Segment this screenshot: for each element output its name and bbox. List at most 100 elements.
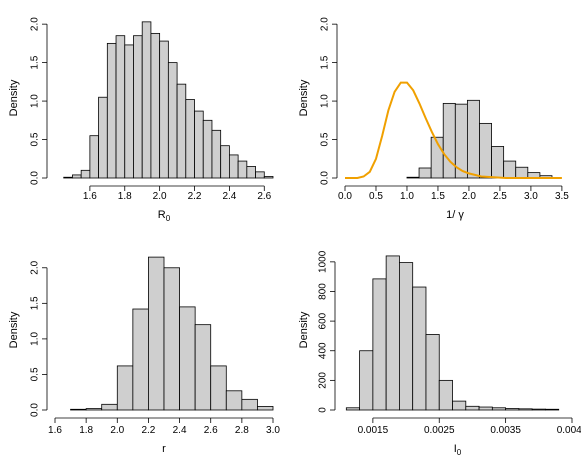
histogram-bar bbox=[257, 406, 274, 411]
x-tick-label: 2.6 bbox=[257, 191, 271, 202]
histogram-bar bbox=[263, 176, 274, 179]
x-tick-label: 2.4 bbox=[173, 425, 187, 436]
histogram-bar bbox=[98, 96, 108, 179]
chart-panel-1: 1.6 1.8 2.0 2.2 2.4 2.6 0.0 0.5 1.0 1.5 2.0 Density… bbox=[8, 17, 274, 223]
histogram-bar bbox=[220, 145, 230, 179]
y-tick-label: 2.0 bbox=[30, 17, 41, 31]
histogram-bar bbox=[70, 408, 87, 411]
histogram-bar bbox=[505, 408, 520, 411]
y-axis: 0.0 0.5 1.0 1.5 2.0 bbox=[30, 260, 48, 417]
chart-panel-4: 0.0015 0.0025 0.0035 0.0045 0 200 400 600 800 100… bbox=[298, 250, 581, 457]
histogram-bar bbox=[385, 255, 400, 411]
histogram-bar bbox=[531, 408, 546, 411]
histogram-bar bbox=[466, 99, 480, 179]
histogram-bars bbox=[63, 21, 274, 179]
histogram-bar bbox=[167, 62, 178, 179]
histogram-bars bbox=[345, 255, 560, 411]
histogram-bar bbox=[491, 407, 507, 411]
histogram-bar bbox=[115, 35, 126, 179]
histogram-bar bbox=[163, 267, 180, 411]
histogram-bar bbox=[72, 174, 82, 179]
y-tick-label: 2.0 bbox=[320, 17, 331, 31]
x-axis-label: I0 bbox=[454, 443, 462, 457]
x-tick-label: 1.8 bbox=[118, 191, 132, 202]
chart-panel-3: 1.6 1.8 2.0 2.2 2.4 2.6 2.8 3.0 0.0 0.5 1.0 1.5 2.0 D… bbox=[8, 256, 280, 455]
x-axis-label: 1/ γ bbox=[446, 209, 464, 221]
histogram-bar bbox=[150, 32, 161, 179]
x-tick-label: 3.5 bbox=[555, 191, 569, 202]
histogram-bar bbox=[202, 119, 213, 179]
y-axis: 0.0 0.5 1.0 1.5 2.0 bbox=[320, 17, 338, 185]
x-tick-label: 0.5 bbox=[369, 191, 383, 202]
histogram-bar bbox=[225, 390, 243, 411]
histogram-bar bbox=[185, 99, 195, 179]
y-tick-label: 1.0 bbox=[30, 332, 41, 346]
histogram-bar bbox=[518, 408, 533, 411]
y-tick-label: 400 bbox=[318, 342, 329, 359]
x-axis: 0.0015 0.0025 0.0035 0.0045 bbox=[358, 417, 581, 436]
y-tick-label: 0.0 bbox=[320, 171, 331, 185]
x-tick-label: 0.0015 bbox=[358, 425, 389, 436]
x-tick-label: 3.0 bbox=[524, 191, 538, 202]
y-tick-label: 0 bbox=[318, 407, 329, 413]
histogram-bar bbox=[63, 176, 73, 179]
x-tick-label: 3.0 bbox=[266, 425, 280, 436]
histogram-bar bbox=[359, 350, 374, 411]
histogram-bar bbox=[412, 286, 427, 411]
histogram-bar bbox=[237, 160, 248, 179]
histogram-bar bbox=[255, 171, 265, 179]
histogram-bar bbox=[399, 262, 414, 411]
histogram-bar bbox=[148, 256, 165, 411]
y-tick-label: 800 bbox=[318, 283, 329, 300]
histogram-bar bbox=[478, 406, 493, 411]
chart-panel-2: 0.0 0.5 1.0 1.5 2.0 2.5 3.0 3.5 0.0 0.5 1.0 1.5 2.0 D… bbox=[298, 17, 569, 221]
x-tick-label: 1.6 bbox=[48, 425, 62, 436]
histogram-bar bbox=[141, 21, 152, 179]
y-tick-label: 1.0 bbox=[320, 94, 331, 108]
histogram-bar bbox=[452, 400, 467, 411]
histogram-bar bbox=[194, 324, 212, 411]
histogram-bar bbox=[211, 129, 222, 179]
x-axis-label-subscript: 0 bbox=[166, 214, 171, 223]
x-tick-label: 2.2 bbox=[141, 425, 155, 436]
x-tick-label: 2.5 bbox=[493, 191, 507, 202]
histogram-bar bbox=[545, 408, 560, 411]
histogram-bar bbox=[503, 160, 517, 179]
histogram-bar bbox=[194, 110, 204, 179]
histogram-bar bbox=[80, 169, 91, 179]
histogram-bar bbox=[176, 83, 187, 179]
y-axis-label: Density bbox=[298, 311, 310, 348]
y-axis-label: Density bbox=[8, 311, 20, 348]
y-tick-label: 0.5 bbox=[320, 132, 331, 146]
histogram-bar bbox=[418, 167, 432, 179]
y-axis-label: Density bbox=[298, 79, 310, 116]
histogram-bar bbox=[406, 176, 420, 179]
y-tick-label: 1.5 bbox=[30, 55, 41, 69]
histogram-bar bbox=[89, 135, 99, 179]
histogram-bar bbox=[106, 42, 117, 179]
x-axis-label: r bbox=[162, 443, 166, 455]
y-tick-label: 0.0 bbox=[30, 171, 41, 185]
histogram-bar bbox=[345, 407, 360, 411]
histogram-bar bbox=[210, 365, 227, 411]
x-tick-label: 1.6 bbox=[83, 191, 97, 202]
histogram-bar bbox=[133, 35, 143, 179]
x-axis-label: R0 bbox=[158, 209, 171, 223]
y-tick-label: 1.0 bbox=[30, 94, 41, 108]
histogram-bars bbox=[70, 256, 274, 411]
histogram-bar bbox=[228, 154, 239, 179]
y-axis-label: Density bbox=[8, 79, 20, 116]
y-tick-label: 1000 bbox=[318, 250, 329, 273]
y-tick-label: 0.5 bbox=[30, 132, 41, 146]
histogram-bar bbox=[124, 44, 134, 179]
histogram-bar bbox=[479, 122, 492, 179]
x-tick-label: 2.8 bbox=[235, 425, 249, 436]
x-tick-label: 0.0035 bbox=[490, 425, 521, 436]
histogram-bar bbox=[372, 278, 387, 411]
y-tick-label: 0.0 bbox=[30, 403, 41, 417]
histogram-bar bbox=[465, 405, 480, 411]
x-tick-label: 2.2 bbox=[188, 191, 202, 202]
y-tick-label: 200 bbox=[318, 372, 329, 389]
x-tick-label: 1.5 bbox=[431, 191, 445, 202]
